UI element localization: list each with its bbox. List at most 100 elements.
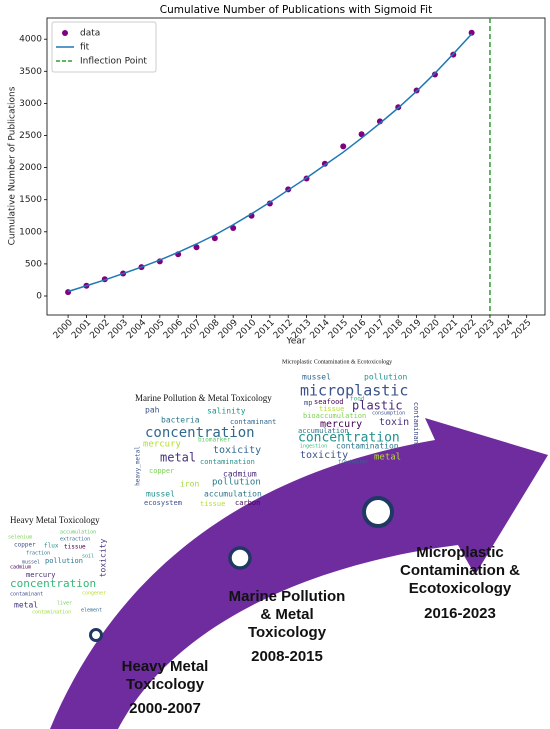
cloud-word: mercury [320,419,362,430]
x-tick-label: 2008 [198,318,221,341]
cloud-word: contaminant [412,402,420,448]
y-tick-label: 3500 [19,67,42,77]
cloud-word: extraction [60,537,90,543]
legend-box [51,21,157,73]
stage-label: Toxicology [248,624,327,641]
cloud-word: salinity [207,407,246,416]
cloud-word: metal [374,453,401,463]
word-cloud: mussel pollution microplastic seafood fo… [298,373,420,466]
chart-title: Cumulative Number of Publications with S… [160,4,432,16]
x-tick-label: 2010 [235,318,258,341]
x-tick-label: 2023 [474,318,497,341]
cloud-word: tissue [64,544,86,551]
legend-label: data [80,29,100,39]
x-tick-label: 2014 [309,318,332,341]
x-tick-label: 2005 [143,318,166,341]
stage-period: 2000-2007 [129,700,201,717]
data-point [193,244,200,251]
cloud-word: bacteria [161,416,200,425]
cloud-word: selenium [8,535,32,541]
stage-marker [362,496,394,528]
legend-label: fit [80,43,90,53]
cloud-word: toxicity [213,445,261,456]
cloud-word: copper [149,467,174,475]
x-tick-label: 2002 [88,318,111,341]
data-point [358,131,365,138]
y-tick-label: 3000 [19,99,42,109]
cloud-word: carbon [235,499,260,507]
data-point [431,71,438,78]
x-tick-label: 2011 [253,318,276,341]
cloud-word: plastic [352,399,403,413]
x-tick-label: 2019 [400,318,423,341]
x-tick-label: 2017 [364,318,387,341]
data-point [230,224,237,231]
cloud-title: Marine Pollution & Metal Toxicology [135,393,272,403]
cloud-word: fraction [26,551,50,557]
x-tick-label: 2024 [492,318,515,341]
cloud-word: contamination [32,610,71,616]
timeline-arrow [50,418,548,729]
x-tick-label: 2015 [327,318,350,341]
cloud-word: contamination [200,458,255,466]
cloud-word: mussel [146,490,175,499]
cloud-word: tissue [200,500,225,508]
cloud-word: accumulation [298,427,349,435]
cloud-word: contaminant [10,592,43,598]
x-tick-label: 2016 [345,318,368,341]
cloud-word: mp [304,399,312,407]
cloud-word: ecosystem [144,499,182,507]
data-point [468,29,475,36]
cloud-word: tissue [319,405,344,413]
cloud-word: biomarker [198,437,231,444]
y-tick-label: 2500 [19,131,42,141]
stage-period: 2016-2023 [424,605,496,622]
stage-label: Contamination & [400,562,520,579]
cloud-word: accumulation [204,490,262,499]
cloud-word: heavy_metal [135,446,142,486]
stage-label: Marine Pollution [229,588,346,605]
x-tick-label: 2000 [52,318,75,341]
cloud-word: ingestion [300,444,327,450]
cloud-word: toxin [379,417,409,428]
cloud-word: cadmium [10,565,31,571]
timeline-diagram: Heavy Metal Toxicology 2000-2007 Marine … [8,359,548,729]
cloud-word: toxicity [99,539,108,578]
cloud-word: pollution [212,478,261,488]
y-tick-label: 1500 [19,195,42,205]
cloud-word: copper [14,542,36,549]
cloud-word: mussel [302,373,331,382]
chart: Cumulative Number of Publications with S… [8,4,546,347]
cloud-word: consumption [372,411,405,417]
legend-label: Inflection Point [80,57,147,67]
cloud-word: microplastic [300,382,408,400]
x-tick-label: 2007 [180,318,203,341]
cloud-word: congener [82,591,106,597]
cloud-word: mercury [26,571,56,579]
y-tick-label: 500 [25,259,42,269]
stage-label: Toxicology [126,676,205,693]
cloud-word: accumulation [60,530,96,536]
stage-period: 2008-2015 [251,648,323,665]
y-tick-label: 1000 [19,227,42,237]
x-axis-label: Year [285,337,305,347]
cloud-word: food [350,396,365,403]
y-tick-label: 2000 [19,163,42,173]
cloud-word: contamination [336,442,399,451]
stage-label: Ecotoxicology [409,580,512,597]
cloud-word: bioaccumulation [303,412,366,420]
data-point [211,235,218,242]
x-tick-label: 2018 [382,318,405,341]
word-cloud: pah salinity bacteria contaminant concen… [135,406,277,509]
stage-label: Heavy Metal [122,658,209,675]
stage-label: & Metal [260,606,313,623]
x-tick-label: 2020 [419,318,442,341]
cloud-word: liver [57,601,72,607]
stage-marker [89,628,103,642]
y-axis-label: Cumulative Number of Publications [8,86,18,245]
word-cloud: accumulation selenium extraction copper … [8,530,108,616]
cloud-word: toxicity [300,450,348,461]
x-tick-label: 2021 [437,318,460,341]
cloud-word: soil [82,554,94,560]
